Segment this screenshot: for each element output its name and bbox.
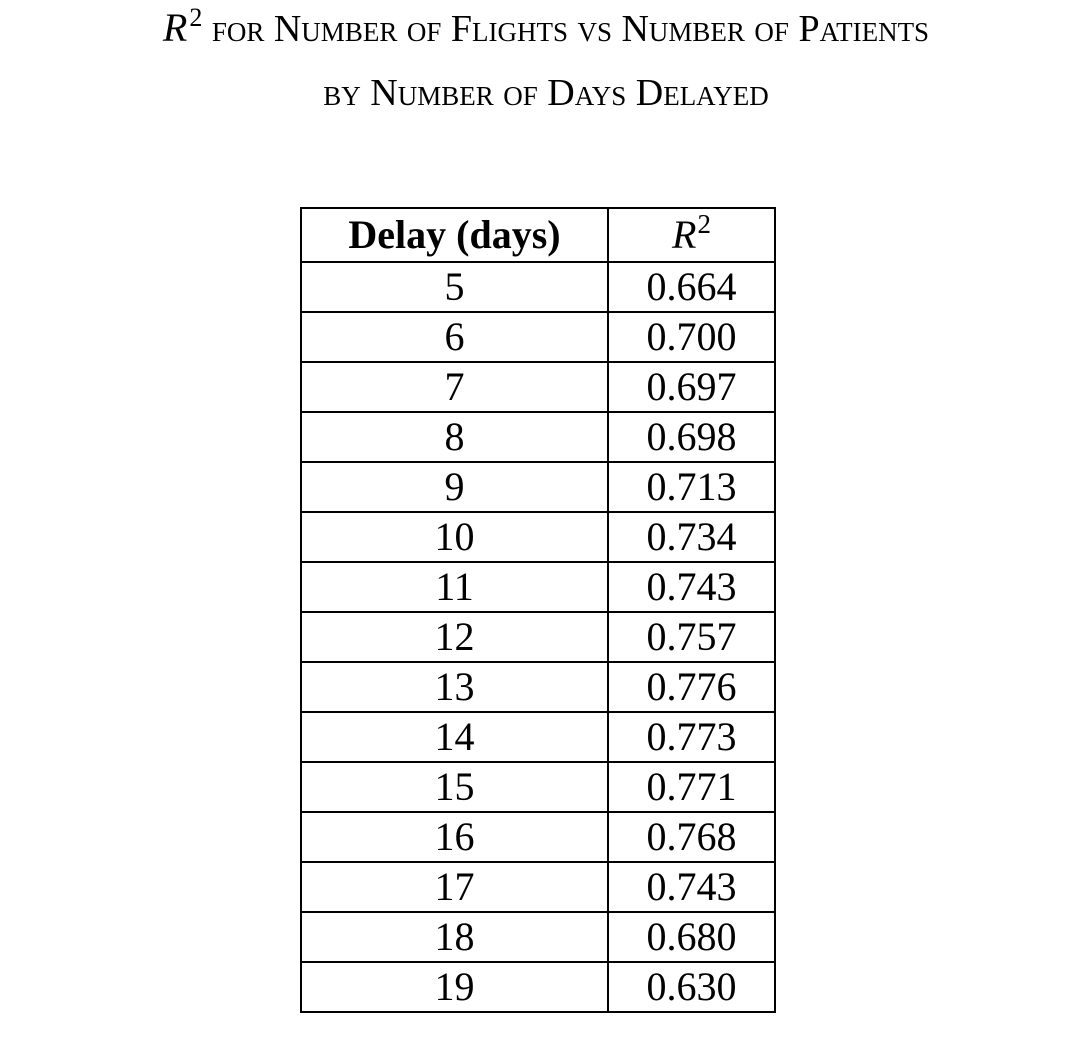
table-row: 17 0.743 (300, 861, 776, 913)
title-r-superscript: 2 (189, 3, 203, 32)
cell-r-squared: 0.664 (607, 261, 776, 313)
cell-delay-days: 13 (300, 661, 609, 713)
header-delay-days: Delay (days) (300, 207, 609, 263)
cell-delay-days: 7 (300, 361, 609, 413)
cell-delay-days: 16 (300, 811, 609, 863)
cell-delay-days: 9 (300, 461, 609, 513)
table-title-line-2: by Number of Days Delayed (323, 72, 769, 114)
table-row: 12 0.757 (300, 611, 776, 663)
table-row: 16 0.768 (300, 811, 776, 863)
cell-r-squared: 0.680 (607, 911, 776, 963)
cell-delay-days: 10 (300, 511, 609, 563)
table-row: 19 0.630 (300, 961, 776, 1013)
cell-r-squared: 0.630 (607, 961, 776, 1013)
cell-r-squared: 0.700 (607, 311, 776, 363)
cell-delay-days: 18 (300, 911, 609, 963)
cell-delay-days: 6 (300, 311, 609, 363)
cell-r-squared: 0.698 (607, 411, 776, 463)
table-row: 14 0.773 (300, 711, 776, 763)
title-text-line-1: for Number of Flights vs Number of Patie… (202, 8, 930, 50)
table-body: 5 0.664 6 0.700 7 0.697 8 0.698 9 0.713 10 0.734 11 0… (300, 261, 776, 1013)
header-r-superscript: 2 (697, 209, 711, 239)
cell-delay-days: 17 (300, 861, 609, 913)
table-row: 11 0.743 (300, 561, 776, 613)
table-row: 9 0.713 (300, 461, 776, 513)
cell-r-squared: 0.768 (607, 811, 776, 863)
cell-r-squared: 0.734 (607, 511, 776, 563)
cell-r-squared: 0.776 (607, 661, 776, 713)
r-squared-table: Delay (days) R2 5 0.664 6 0.700 7 0.697 8 0.698… (300, 207, 776, 1013)
cell-delay-days: 5 (300, 261, 609, 313)
table-row: 13 0.776 (300, 661, 776, 713)
table-row: 10 0.734 (300, 511, 776, 563)
cell-r-squared: 0.757 (607, 611, 776, 663)
table-row: 7 0.697 (300, 361, 776, 413)
header-r-squared: R2 (607, 207, 776, 263)
cell-r-squared: 0.771 (607, 761, 776, 813)
cell-delay-days: 14 (300, 711, 609, 763)
cell-delay-days: 12 (300, 611, 609, 663)
title-r-symbol: R (162, 5, 188, 50)
table-row: 15 0.771 (300, 761, 776, 813)
table-header-row: Delay (days) R2 (300, 207, 776, 263)
cell-delay-days: 15 (300, 761, 609, 813)
header-r-symbol: R (672, 212, 697, 257)
cell-delay-days: 8 (300, 411, 609, 463)
table-row: 6 0.700 (300, 311, 776, 363)
cell-delay-days: 19 (300, 961, 609, 1013)
cell-r-squared: 0.743 (607, 561, 776, 613)
cell-delay-days: 11 (300, 561, 609, 613)
cell-r-squared: 0.713 (607, 461, 776, 513)
cell-r-squared: 0.697 (607, 361, 776, 413)
cell-r-squared: 0.743 (607, 861, 776, 913)
table-title-line-1: R2 for Number of Flights vs Number of Pa… (0, 5, 1092, 50)
table-row: 8 0.698 (300, 411, 776, 463)
table-row: 18 0.680 (300, 911, 776, 963)
cell-r-squared: 0.773 (607, 711, 776, 763)
table-row: 5 0.664 (300, 261, 776, 313)
